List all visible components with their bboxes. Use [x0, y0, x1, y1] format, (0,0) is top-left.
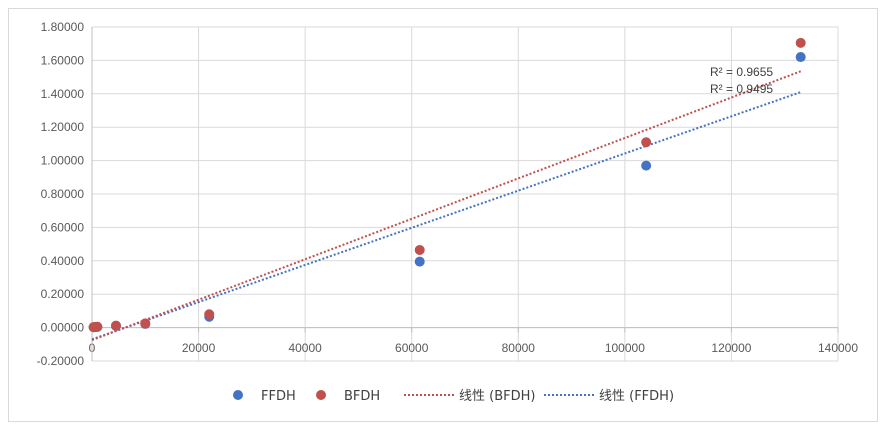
x-tick-label: 100000	[605, 341, 645, 355]
y-tick-label: 0.60000	[41, 220, 85, 234]
legend-label: FFDH	[261, 389, 296, 404]
trendline	[91, 91, 802, 341]
legend-label: 线性 (BFDH)	[459, 389, 535, 404]
x-tick-label: 140000	[818, 341, 858, 355]
data-point	[414, 256, 425, 267]
y-tick-label: 0.40000	[41, 254, 85, 268]
data-point	[795, 52, 806, 63]
x-tick-label: 20000	[182, 341, 216, 355]
data-point	[204, 309, 215, 320]
data-point	[641, 137, 652, 148]
y-tick-label: 0.80000	[41, 187, 85, 201]
x-tick-label: 80000	[502, 341, 536, 355]
data-point	[641, 160, 652, 171]
data-point	[414, 244, 425, 255]
trendlines	[91, 70, 802, 342]
y-tick-label: 1.40000	[41, 87, 85, 101]
data-points	[88, 37, 806, 333]
y-tick-label: 0.00000	[41, 321, 85, 335]
y-tick-label: 1.00000	[41, 154, 85, 168]
legend-marker	[316, 390, 326, 400]
legend-marker	[233, 390, 243, 400]
legend-label: 线性 (FFDH)	[599, 389, 674, 404]
r2-label: R² = 0.9495	[710, 82, 773, 96]
data-point	[110, 320, 121, 331]
legend-label: BFDH	[344, 389, 380, 404]
y-tick-label: 1.20000	[41, 120, 85, 134]
data-point	[795, 37, 806, 48]
data-point	[92, 321, 103, 332]
legend: FFDH BFDH 线性 (BFDH) 线性 (FFDH)	[233, 389, 674, 404]
x-tick-label: 60000	[395, 341, 429, 355]
y-tick-label: -0.20000	[37, 354, 85, 368]
x-tick-label: 40000	[288, 341, 322, 355]
r2-labels: R² = 0.9495 R² = 0.9655	[710, 65, 773, 96]
r2-label: R² = 0.9655	[710, 65, 773, 79]
axes: -0.20000 0.00000 0.20000 0.40000 0.60000 0.80…	[37, 20, 859, 368]
y-tick-label: 1.60000	[41, 53, 85, 67]
chart-area	[8, 8, 878, 422]
data-point	[140, 318, 151, 329]
y-tick-label: 1.80000	[41, 20, 85, 34]
x-tick-label: 120000	[711, 341, 751, 355]
y-tick-label: 0.20000	[41, 287, 85, 301]
